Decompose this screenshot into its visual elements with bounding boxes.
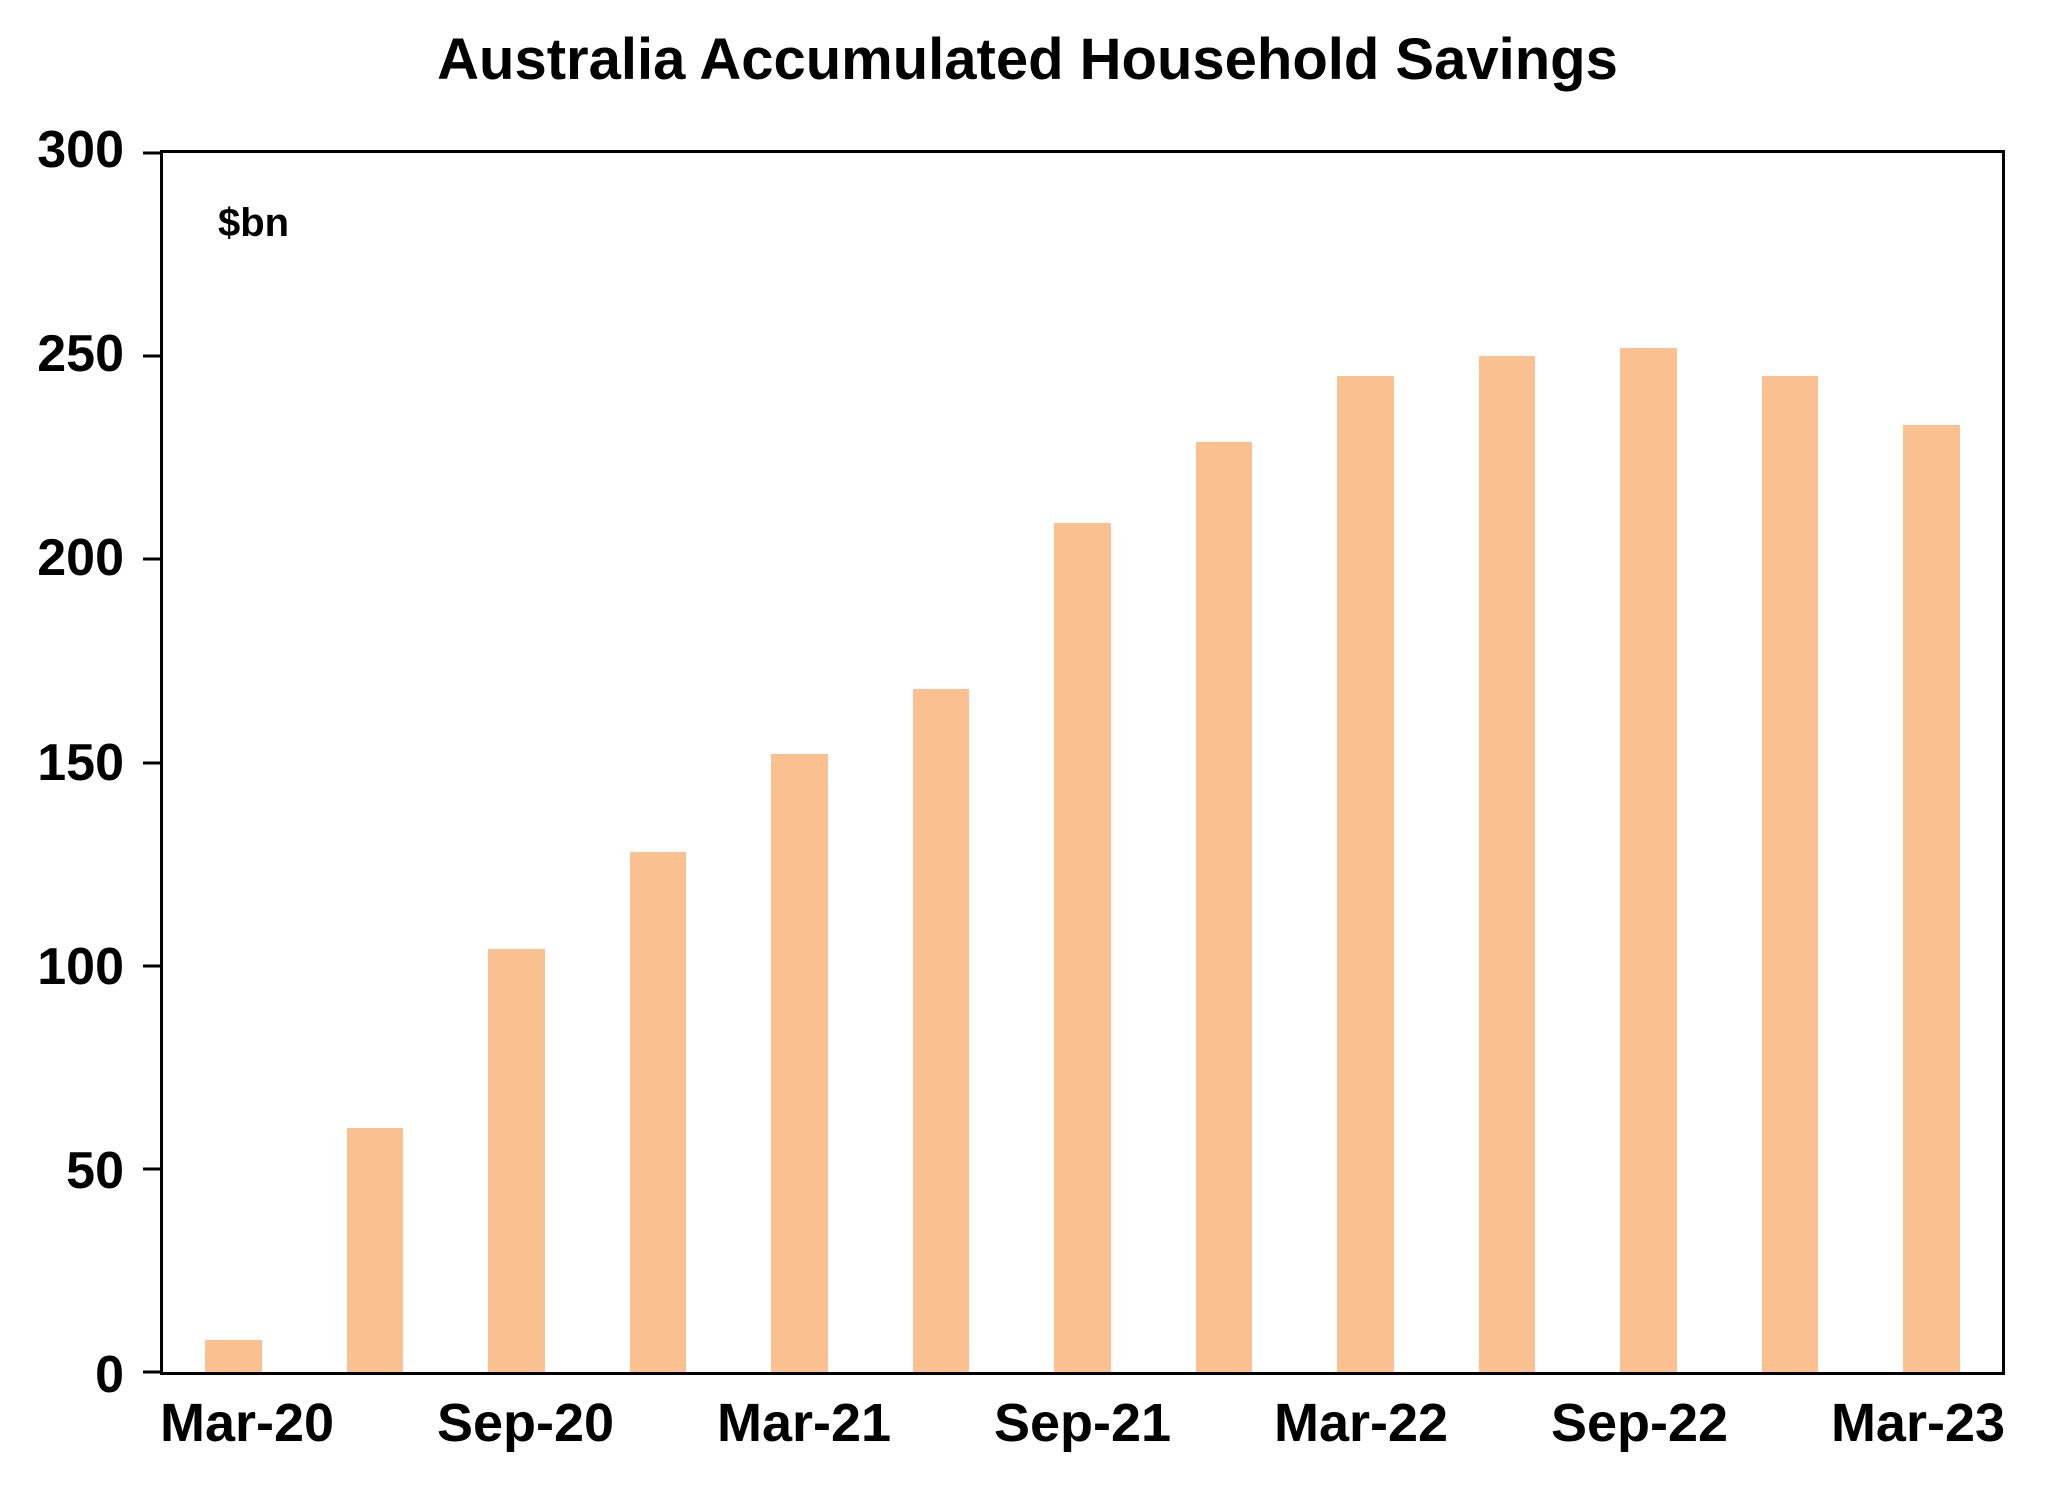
y-axis-tick-mark — [143, 557, 160, 561]
bar-slot — [729, 153, 870, 1372]
y-axis-tick-label: 250 — [37, 325, 124, 384]
bar-slot — [304, 153, 445, 1372]
bar-Dec-22 — [1761, 376, 1819, 1372]
y-axis-tick-mark — [143, 354, 160, 358]
bar-slot — [587, 153, 728, 1372]
x-axis-label — [1728, 1392, 1831, 1454]
bar-Sep-20 — [488, 949, 545, 1372]
chart-title: Australia Accumulated Household Savings — [437, 27, 1618, 92]
x-axis-label: Mar-22 — [1273, 1393, 1449, 1453]
y-axis-tick-label: 150 — [37, 733, 124, 792]
bar-slot — [870, 153, 1011, 1372]
bar-Mar-20 — [205, 1339, 263, 1372]
x-axis-label: Mar-20 — [160, 1393, 335, 1453]
y-axis: 0 50 100 150 200 250 300 — [0, 121, 140, 1404]
bar-slot — [1153, 153, 1294, 1372]
bar-Sep-21 — [1054, 522, 1111, 1372]
bar-Sep-22 — [1620, 348, 1677, 1372]
y-axis-tick-mark — [143, 964, 160, 968]
bar-slot — [1861, 153, 2002, 1372]
x-axis-label — [614, 1392, 717, 1454]
y-axis-tick-label: 0 — [95, 1346, 124, 1404]
bar-Jun-20 — [346, 1128, 404, 1372]
bar-slot — [1012, 153, 1153, 1372]
bar-Mar-21 — [771, 754, 828, 1372]
x-axis-label: Mar-23 — [1830, 1393, 2006, 1453]
bar-slot — [1578, 153, 1719, 1372]
plot-area: $bn — [143, 150, 2005, 1375]
bar-Mar-22 — [1337, 376, 1394, 1372]
x-axis-label: Sep-20 — [436, 1393, 615, 1453]
y-axis-tick-mark — [143, 761, 160, 764]
bar-Dec-21 — [1195, 441, 1253, 1372]
x-axis-label — [891, 1392, 994, 1454]
bar-slot — [1719, 153, 1860, 1372]
bar-slot — [1295, 153, 1436, 1372]
bar-slot — [163, 153, 304, 1372]
y-axis-unit-label: $bn — [218, 201, 290, 245]
x-axis-label — [1448, 1392, 1551, 1454]
y-axis-tick-mark — [143, 1370, 160, 1374]
y-axis-tick-label: 50 — [66, 1141, 124, 1200]
y-axis-tick-mark — [143, 151, 160, 155]
x-axis-label: Sep-21 — [993, 1393, 1172, 1453]
bar-slot — [446, 153, 587, 1372]
x-axis: Mar-20 Sep-20 Mar-21 Sep-21 Mar-22 Sep-22 Mar-… — [160, 1392, 2005, 1454]
bar-Jun-22 — [1478, 356, 1536, 1372]
bar-series — [163, 153, 2002, 1372]
y-axis-tick-label: 300 — [37, 121, 124, 179]
x-axis-label: Sep-22 — [1550, 1393, 1729, 1453]
y-axis-tick-label: 100 — [37, 937, 124, 996]
bar-Jun-21 — [912, 689, 970, 1372]
y-axis-tick-mark — [143, 1167, 160, 1171]
x-axis-label: Mar-21 — [716, 1393, 892, 1453]
bar-slot — [1436, 153, 1577, 1372]
x-axis-label — [1171, 1392, 1274, 1454]
x-axis-label — [334, 1392, 437, 1454]
bar-Mar-23 — [1903, 425, 1960, 1372]
y-axis-tick-label: 200 — [37, 529, 124, 588]
bar-Dec-20 — [629, 851, 687, 1372]
